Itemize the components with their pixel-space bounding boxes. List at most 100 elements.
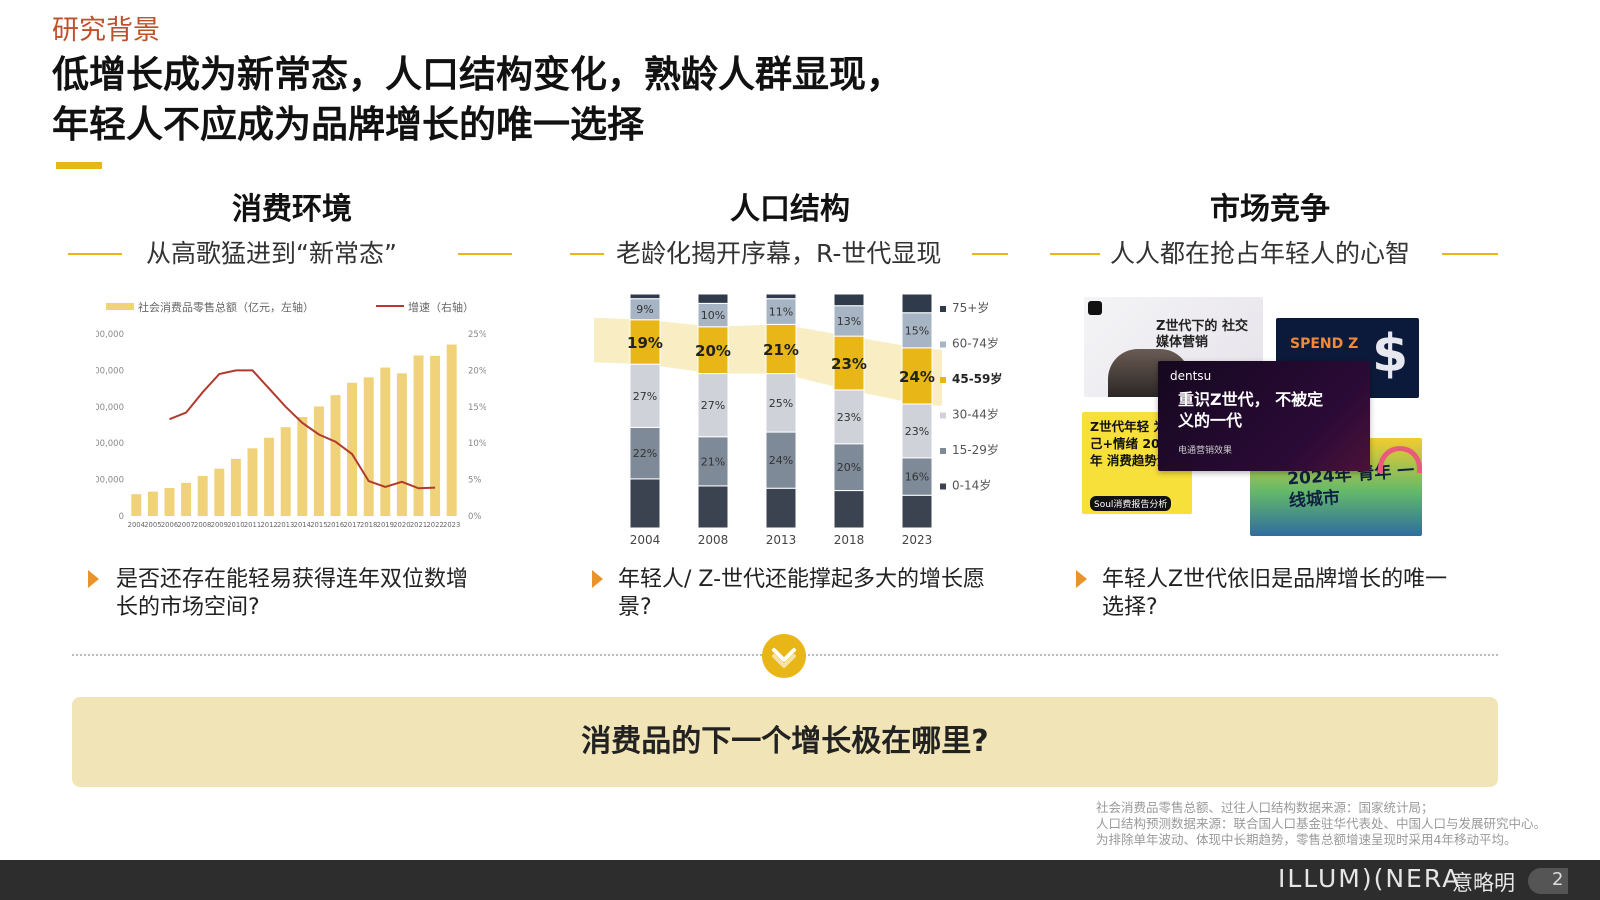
legend-label: 75+岁 bbox=[952, 300, 989, 315]
dentsu-cover-sub: 电通营销效果 bbox=[1178, 446, 1233, 456]
bullet-population: 年轻人/ Z-世代还能撑起多大的增长愿 景? bbox=[618, 567, 986, 620]
x-tick-label: 2013 bbox=[766, 533, 797, 547]
retail-bar bbox=[363, 377, 374, 516]
dentsu-cover-title: 重识Z世代， 不被定义的一代 bbox=[1178, 390, 1324, 430]
retail-bar bbox=[297, 416, 308, 516]
x-tick-label: 2012 bbox=[260, 521, 277, 529]
retail-bar bbox=[347, 382, 358, 516]
page-title: 低增长成为新常态，人口结构变化，熟龄人群显现， 年轻人不应成为品牌增长的唯一选择 bbox=[52, 50, 903, 150]
y-left-tick: 300,000 bbox=[96, 403, 124, 413]
segment-label: 19% bbox=[627, 334, 663, 352]
population-segment bbox=[833, 305, 865, 337]
retail-bar bbox=[181, 482, 192, 516]
column-subtitle-competition: 人人都在抢占年轻人的心智 bbox=[1110, 239, 1411, 268]
segment-label: 24% bbox=[899, 368, 935, 386]
population-segment bbox=[629, 478, 661, 529]
tiktok-icon bbox=[1088, 301, 1102, 315]
x-tick-label: 2011 bbox=[244, 521, 261, 529]
segment-label: 20% bbox=[695, 342, 731, 360]
population-segment bbox=[901, 293, 933, 314]
legend-label-retail: 社会消费品零售总额（亿元，左轴） bbox=[138, 300, 314, 314]
retail-sales-chart: 社会消费品零售总额（亿元，左轴） 增速（右轴） 0 100,000 200,000 3… bbox=[96, 300, 486, 529]
dentsu-logo: dentsu bbox=[1170, 369, 1212, 383]
segment-label: 21% bbox=[763, 341, 799, 359]
segment-label: 13% bbox=[837, 315, 861, 328]
segment-label: 25% bbox=[769, 397, 793, 410]
page-number-tab bbox=[1528, 868, 1568, 894]
population-segment bbox=[833, 335, 865, 391]
subtitle-deco-line bbox=[570, 253, 604, 255]
column-subtitle-consumption: 从高歌猛进到“新常态” bbox=[146, 239, 397, 268]
population-segment bbox=[629, 363, 661, 428]
dollar-icon: $ bbox=[1372, 324, 1409, 384]
retail-bar bbox=[147, 491, 158, 516]
bullet-competition: 年轻人Z世代依旧是品牌增长的唯一 选择? bbox=[1102, 567, 1448, 620]
retail-bar bbox=[197, 475, 208, 516]
spendz-title: SPEND Z bbox=[1290, 336, 1359, 352]
x-tick-label: 2008 bbox=[698, 533, 729, 547]
legend-swatch bbox=[940, 377, 946, 383]
segment-label: 11% bbox=[769, 306, 793, 319]
subtitle-deco-line bbox=[68, 253, 122, 255]
legend-swatch bbox=[940, 412, 946, 419]
population-segment bbox=[629, 319, 661, 365]
y-right-tick: 10% bbox=[468, 439, 486, 449]
retail-bar bbox=[446, 344, 457, 516]
column-title-competition: 市场竞争 bbox=[1210, 192, 1330, 227]
legend-label: 45-59岁 bbox=[952, 371, 1002, 386]
population-segment bbox=[765, 431, 797, 489]
retail-bar bbox=[380, 367, 391, 516]
column-title-consumption: 消费环境 bbox=[232, 192, 352, 227]
question-banner bbox=[72, 697, 1498, 787]
retail-bar bbox=[264, 437, 275, 516]
retail-bar bbox=[214, 468, 225, 516]
x-tick-label: 2023 bbox=[443, 521, 460, 529]
x-tick-label: 2008 bbox=[194, 521, 211, 529]
retail-bar bbox=[413, 355, 424, 516]
growth-line bbox=[169, 369, 436, 490]
x-tick-label: 2004 bbox=[630, 533, 661, 547]
legend-label: 15-29岁 bbox=[952, 442, 999, 457]
population-structure-chart: 22% 27% 19% 9% 21% 27% 20% 10% 24% 25% 21% 11% 20% 23… bbox=[594, 293, 1002, 547]
population-segment bbox=[901, 403, 933, 459]
x-tick-label: 2007 bbox=[177, 521, 194, 529]
y-left-tick: 0 bbox=[119, 512, 124, 522]
source-footnote: 社会消费品零售总额、过往人口结构数据来源：国家统计局； 人口结构预测数据来源：联… bbox=[1096, 800, 1547, 847]
x-tick-label: 2004 bbox=[128, 521, 145, 529]
population-segment bbox=[697, 326, 729, 375]
x-tick-label: 2018 bbox=[834, 533, 865, 547]
population-segment bbox=[629, 293, 661, 300]
population-segment bbox=[629, 426, 661, 480]
x-tick-label: 2021 bbox=[410, 521, 427, 529]
legend-label: 60-74岁 bbox=[952, 336, 999, 351]
population-segment bbox=[901, 347, 933, 405]
population-segment bbox=[697, 373, 729, 438]
population-segment bbox=[765, 323, 797, 375]
retail-bar bbox=[280, 427, 291, 516]
y-right-tick: 20% bbox=[468, 366, 486, 376]
segment-label: 10% bbox=[701, 309, 725, 322]
x-tick-label: 2017 bbox=[343, 521, 360, 529]
population-segment bbox=[697, 485, 729, 529]
chevron-down-glyph bbox=[772, 648, 796, 668]
segment-label: 21% bbox=[701, 455, 725, 468]
subtitle-deco-line bbox=[972, 253, 1008, 255]
retail-bar bbox=[131, 494, 142, 516]
question-banner-text: 消费品的下一个增长极在哪里? bbox=[581, 724, 989, 759]
y-right-tick: 15% bbox=[468, 403, 486, 413]
retail-bar bbox=[430, 355, 441, 516]
legend-swatch bbox=[940, 306, 946, 312]
headline-line-1: 低增长成为新常态，人口结构变化，熟龄人群显现， bbox=[52, 53, 903, 96]
chevron-down-icon bbox=[762, 634, 806, 678]
y-right-tick: 25% bbox=[468, 330, 486, 340]
x-tick-label: 2022 bbox=[426, 521, 443, 529]
population-segment bbox=[833, 443, 865, 492]
subtitle-deco-line bbox=[1442, 253, 1498, 255]
population-segment bbox=[901, 494, 933, 529]
rainbow-icon bbox=[1378, 446, 1422, 473]
x-tick-label: 2016 bbox=[327, 521, 344, 529]
y-right-tick: 5% bbox=[468, 476, 482, 486]
legend-swatch bbox=[940, 341, 946, 348]
x-tick-label: 2005 bbox=[144, 521, 161, 529]
y-left-tick: 100,000 bbox=[96, 476, 124, 486]
